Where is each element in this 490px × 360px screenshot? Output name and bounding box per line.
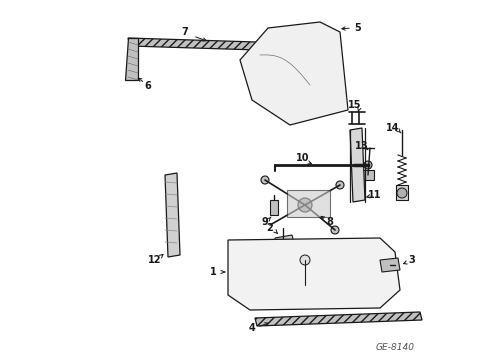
Polygon shape xyxy=(125,38,138,80)
Text: 11: 11 xyxy=(368,190,382,200)
Circle shape xyxy=(397,188,407,198)
Text: 3: 3 xyxy=(409,255,416,265)
Polygon shape xyxy=(228,238,400,310)
Polygon shape xyxy=(287,190,330,217)
Text: 4: 4 xyxy=(248,323,255,333)
Circle shape xyxy=(331,226,339,234)
Text: 8: 8 xyxy=(326,217,333,227)
Polygon shape xyxy=(362,170,374,180)
Polygon shape xyxy=(275,235,296,252)
Text: GE-8140: GE-8140 xyxy=(375,343,415,352)
Polygon shape xyxy=(270,200,278,215)
Text: 2: 2 xyxy=(267,223,273,233)
Polygon shape xyxy=(128,38,322,52)
Circle shape xyxy=(298,198,312,212)
Text: 13: 13 xyxy=(355,141,369,151)
Text: 10: 10 xyxy=(296,153,310,163)
Polygon shape xyxy=(350,128,365,202)
Circle shape xyxy=(364,161,372,169)
Circle shape xyxy=(300,255,310,265)
Text: 5: 5 xyxy=(355,23,362,33)
Circle shape xyxy=(336,181,344,189)
Polygon shape xyxy=(396,185,408,200)
Text: 14: 14 xyxy=(386,123,400,133)
Text: 1: 1 xyxy=(210,267,217,277)
Text: 6: 6 xyxy=(145,81,151,91)
Text: 7: 7 xyxy=(182,27,188,37)
Polygon shape xyxy=(255,312,422,326)
Circle shape xyxy=(261,176,269,184)
Polygon shape xyxy=(240,22,348,125)
Polygon shape xyxy=(165,173,180,257)
Text: 9: 9 xyxy=(262,217,269,227)
Text: 12: 12 xyxy=(148,255,162,265)
Polygon shape xyxy=(380,258,400,272)
Text: 15: 15 xyxy=(348,100,362,110)
